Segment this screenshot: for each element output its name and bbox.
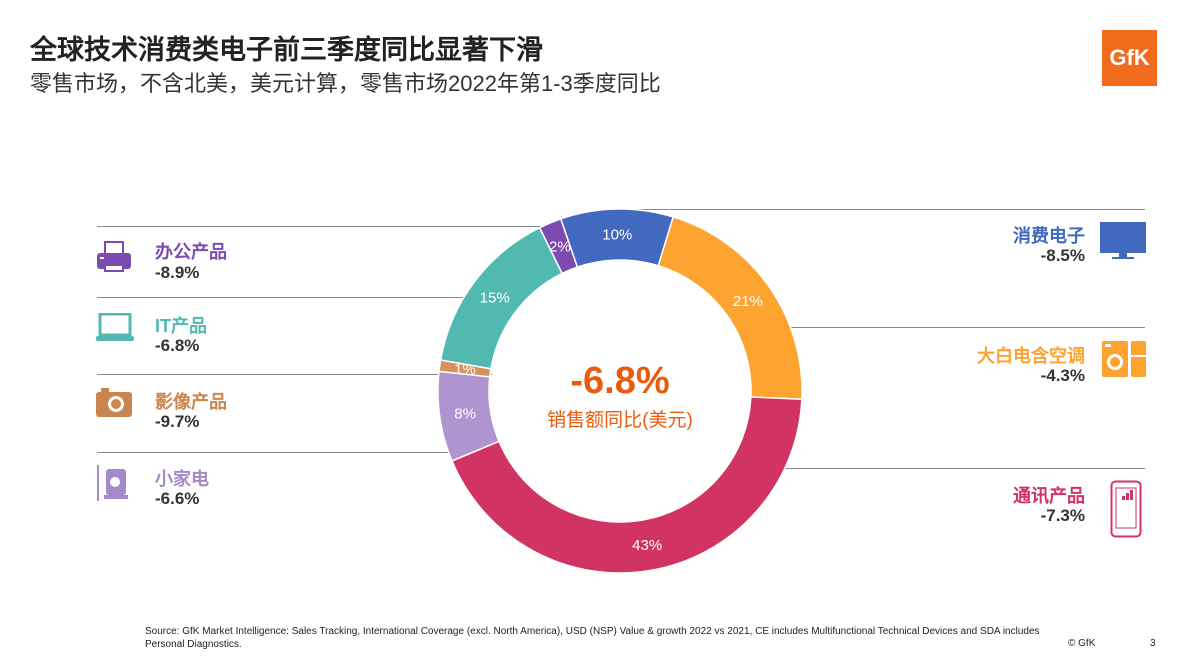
leader-line [97,452,492,453]
slice-data-label: 21% [733,293,763,310]
legend-growth-mda: -4.3% [1040,366,1085,385]
page-number: 3 [1150,638,1156,649]
slice-data-label: 43% [632,537,662,554]
source-note: Source: GfK Market Intelligence: Sales T… [145,626,1040,650]
legend-label-it: IT产品 [155,316,207,336]
small-appliance-icon [97,465,128,501]
leader-line [97,374,492,375]
gfk-logo: GfK [1102,30,1157,86]
leader-line [97,297,527,298]
slice-data-label: 15% [480,289,510,306]
legend-growth-office: -8.9% [155,263,200,282]
slice-data-label: 2% [549,239,571,256]
slice-data-label: 10% [602,227,632,244]
legend-growth-sda: -6.6% [155,489,200,508]
legend-label-sda: 小家电 [155,469,209,489]
copyright: © GfK [1068,638,1096,649]
leader-line [740,327,1145,328]
camera-icon [96,388,132,417]
legend-label-telecom: 通讯产品 [1013,486,1085,506]
slice-data-label: 8% [454,405,476,422]
laptop-icon [96,313,134,341]
leader-line [630,209,1145,210]
legend-growth-it: -6.8% [155,336,200,355]
washing-machine-icon [1102,341,1146,377]
printer-icon [97,241,131,272]
tv-icon [1100,222,1146,259]
legend-label-imaging: 影像产品 [155,392,227,412]
legend-growth-imaging: -9.7% [155,412,200,431]
legend-growth-telecom: -7.3% [1040,506,1085,525]
donut-slice [538,217,579,275]
center-label: 销售额同比(美元) [547,410,693,431]
legend-growth-ce: -8.5% [1040,246,1085,265]
legend-label-office: 办公产品 [155,242,227,262]
leader-line [97,226,587,227]
donut-slice [450,396,803,574]
center-value: -6.8% [570,360,670,402]
page-title: 全球技术消费类电子前三季度同比显著下滑 [30,35,543,65]
legend-label-ce: 消费电子 [1013,226,1085,246]
page-subtitle: 零售市场，不含北美，美元计算，零售市场2022年第1-3季度同比 [30,71,661,96]
legend-label-mda: 大白电含空调 [977,346,1085,366]
smartphone-icon [1110,480,1142,538]
leader-line [730,468,1145,469]
